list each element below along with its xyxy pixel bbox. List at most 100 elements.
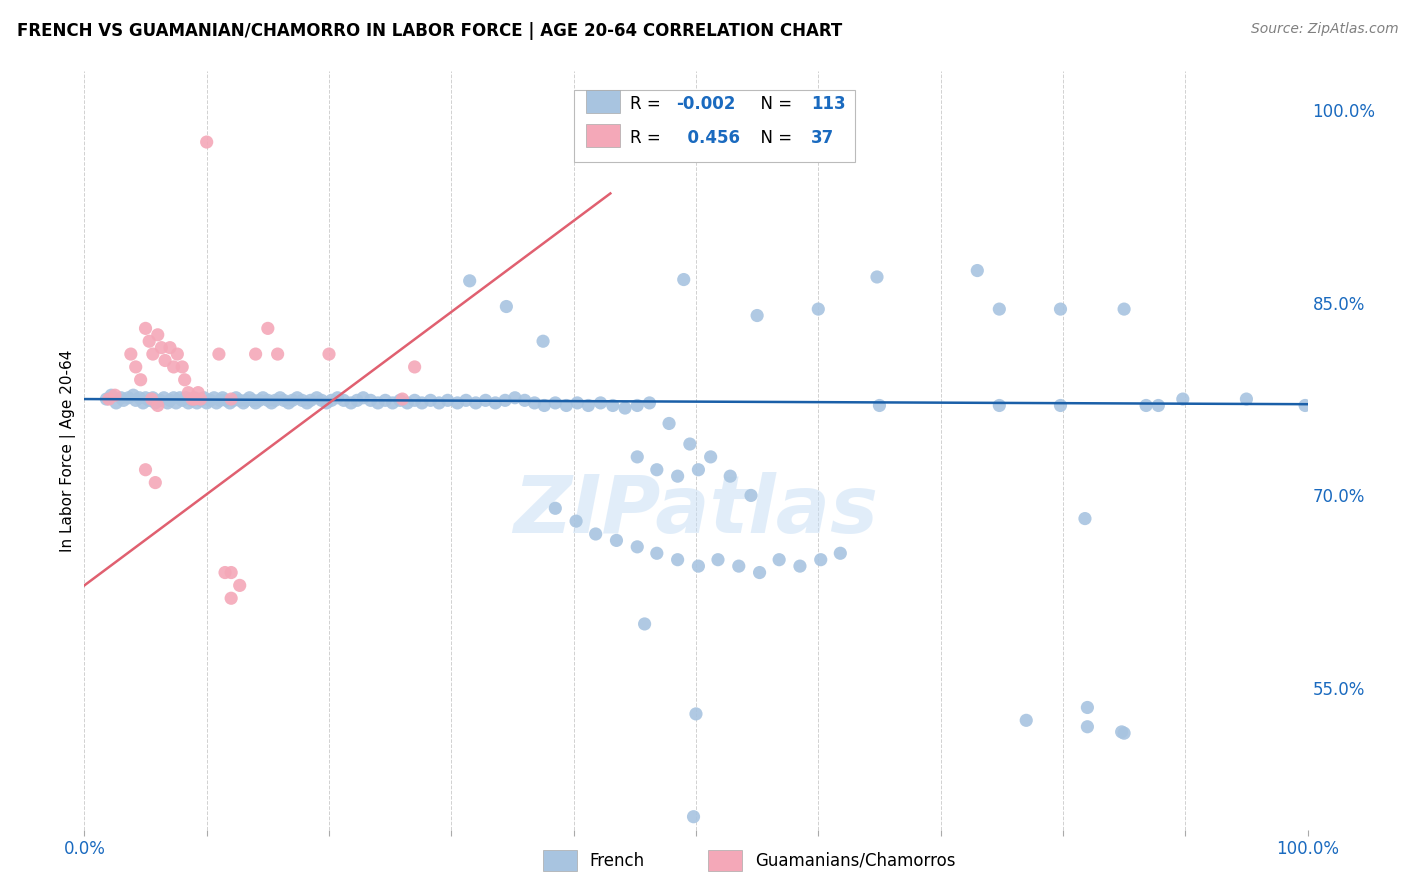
Point: [238, 391, 260, 405]
Point: [1076, 720, 1098, 734]
Point: [166, 347, 188, 361]
Point: [181, 392, 204, 406]
Point: [219, 396, 242, 410]
Point: [135, 321, 157, 335]
Point: [340, 396, 363, 410]
Point: [299, 393, 322, 408]
Point: [264, 393, 287, 408]
Point: [257, 393, 280, 408]
Point: [190, 393, 212, 408]
Point: [156, 396, 179, 410]
Point: [555, 399, 578, 413]
Point: [411, 396, 433, 410]
Point: [135, 463, 157, 477]
Point: [1049, 302, 1071, 317]
Point: [172, 359, 194, 374]
Point: [614, 401, 637, 415]
Point: [1147, 399, 1170, 413]
Point: [225, 391, 247, 405]
Point: [869, 399, 891, 413]
Point: [666, 469, 689, 483]
Point: [183, 392, 205, 406]
Point: [464, 396, 486, 410]
Point: [235, 393, 257, 408]
Point: [153, 391, 176, 405]
Point: [565, 514, 588, 528]
Point: [214, 566, 236, 580]
Point: [688, 463, 710, 477]
Point: [146, 399, 169, 413]
Point: [427, 396, 450, 410]
Point: [1114, 302, 1136, 317]
Point: [219, 591, 242, 606]
Point: [419, 393, 441, 408]
Point: [626, 399, 648, 413]
Point: [446, 396, 468, 410]
Point: [495, 300, 517, 314]
FancyBboxPatch shape: [586, 124, 620, 147]
Point: [232, 396, 254, 410]
Point: [222, 393, 245, 408]
Point: [388, 393, 411, 408]
Point: [988, 302, 1011, 317]
Point: [146, 327, 169, 342]
Point: [866, 270, 889, 285]
Point: [688, 559, 710, 574]
Point: [181, 393, 204, 408]
Text: 0.456: 0.456: [676, 129, 741, 147]
Point: [260, 396, 283, 410]
Point: [830, 546, 852, 560]
Point: [672, 272, 695, 286]
FancyBboxPatch shape: [543, 850, 578, 871]
Point: [273, 393, 295, 408]
Point: [110, 391, 132, 405]
Point: [318, 347, 340, 361]
Point: [141, 392, 163, 406]
Y-axis label: In Labor Force | Age 20-64: In Labor Force | Age 20-64: [60, 350, 76, 551]
Point: [125, 393, 148, 408]
Point: [685, 706, 707, 721]
Point: [172, 393, 194, 408]
Point: [1049, 399, 1071, 413]
Point: [576, 399, 599, 413]
Point: [605, 533, 627, 548]
Point: [638, 396, 661, 410]
Point: [1236, 392, 1258, 406]
Point: [138, 393, 160, 408]
Text: R =: R =: [630, 95, 666, 113]
Point: [208, 347, 231, 361]
Point: [645, 463, 668, 477]
Text: FRENCH VS GUAMANIAN/CHAMORRO IN LABOR FORCE | AGE 20-64 CORRELATION CHART: FRENCH VS GUAMANIAN/CHAMORRO IN LABOR FO…: [17, 22, 842, 40]
Point: [679, 437, 702, 451]
Point: [633, 616, 655, 631]
Point: [245, 396, 267, 410]
Point: [645, 546, 668, 560]
Point: [211, 391, 233, 405]
Text: Source: ZipAtlas.com: Source: ZipAtlas.com: [1251, 22, 1399, 37]
Point: [718, 469, 741, 483]
Point: [125, 359, 148, 374]
Point: [219, 392, 242, 406]
Point: [404, 359, 426, 374]
Point: [454, 393, 477, 408]
Point: [602, 399, 624, 413]
Point: [183, 391, 205, 405]
Point: [159, 341, 181, 355]
Text: ZIPatlas: ZIPatlas: [513, 472, 879, 550]
Point: [332, 393, 354, 408]
Point: [544, 396, 567, 410]
Point: [122, 388, 145, 402]
Point: [326, 391, 349, 405]
Point: [966, 263, 988, 277]
Point: [219, 566, 242, 580]
Text: French: French: [589, 852, 645, 870]
Point: [484, 396, 506, 410]
Point: [988, 399, 1011, 413]
Text: Guamanians/Chamorros: Guamanians/Chamorros: [755, 852, 955, 870]
Point: [285, 391, 308, 405]
Point: [1135, 399, 1157, 413]
Point: [458, 274, 481, 288]
Point: [112, 393, 135, 408]
Point: [215, 393, 238, 408]
Point: [245, 347, 267, 361]
